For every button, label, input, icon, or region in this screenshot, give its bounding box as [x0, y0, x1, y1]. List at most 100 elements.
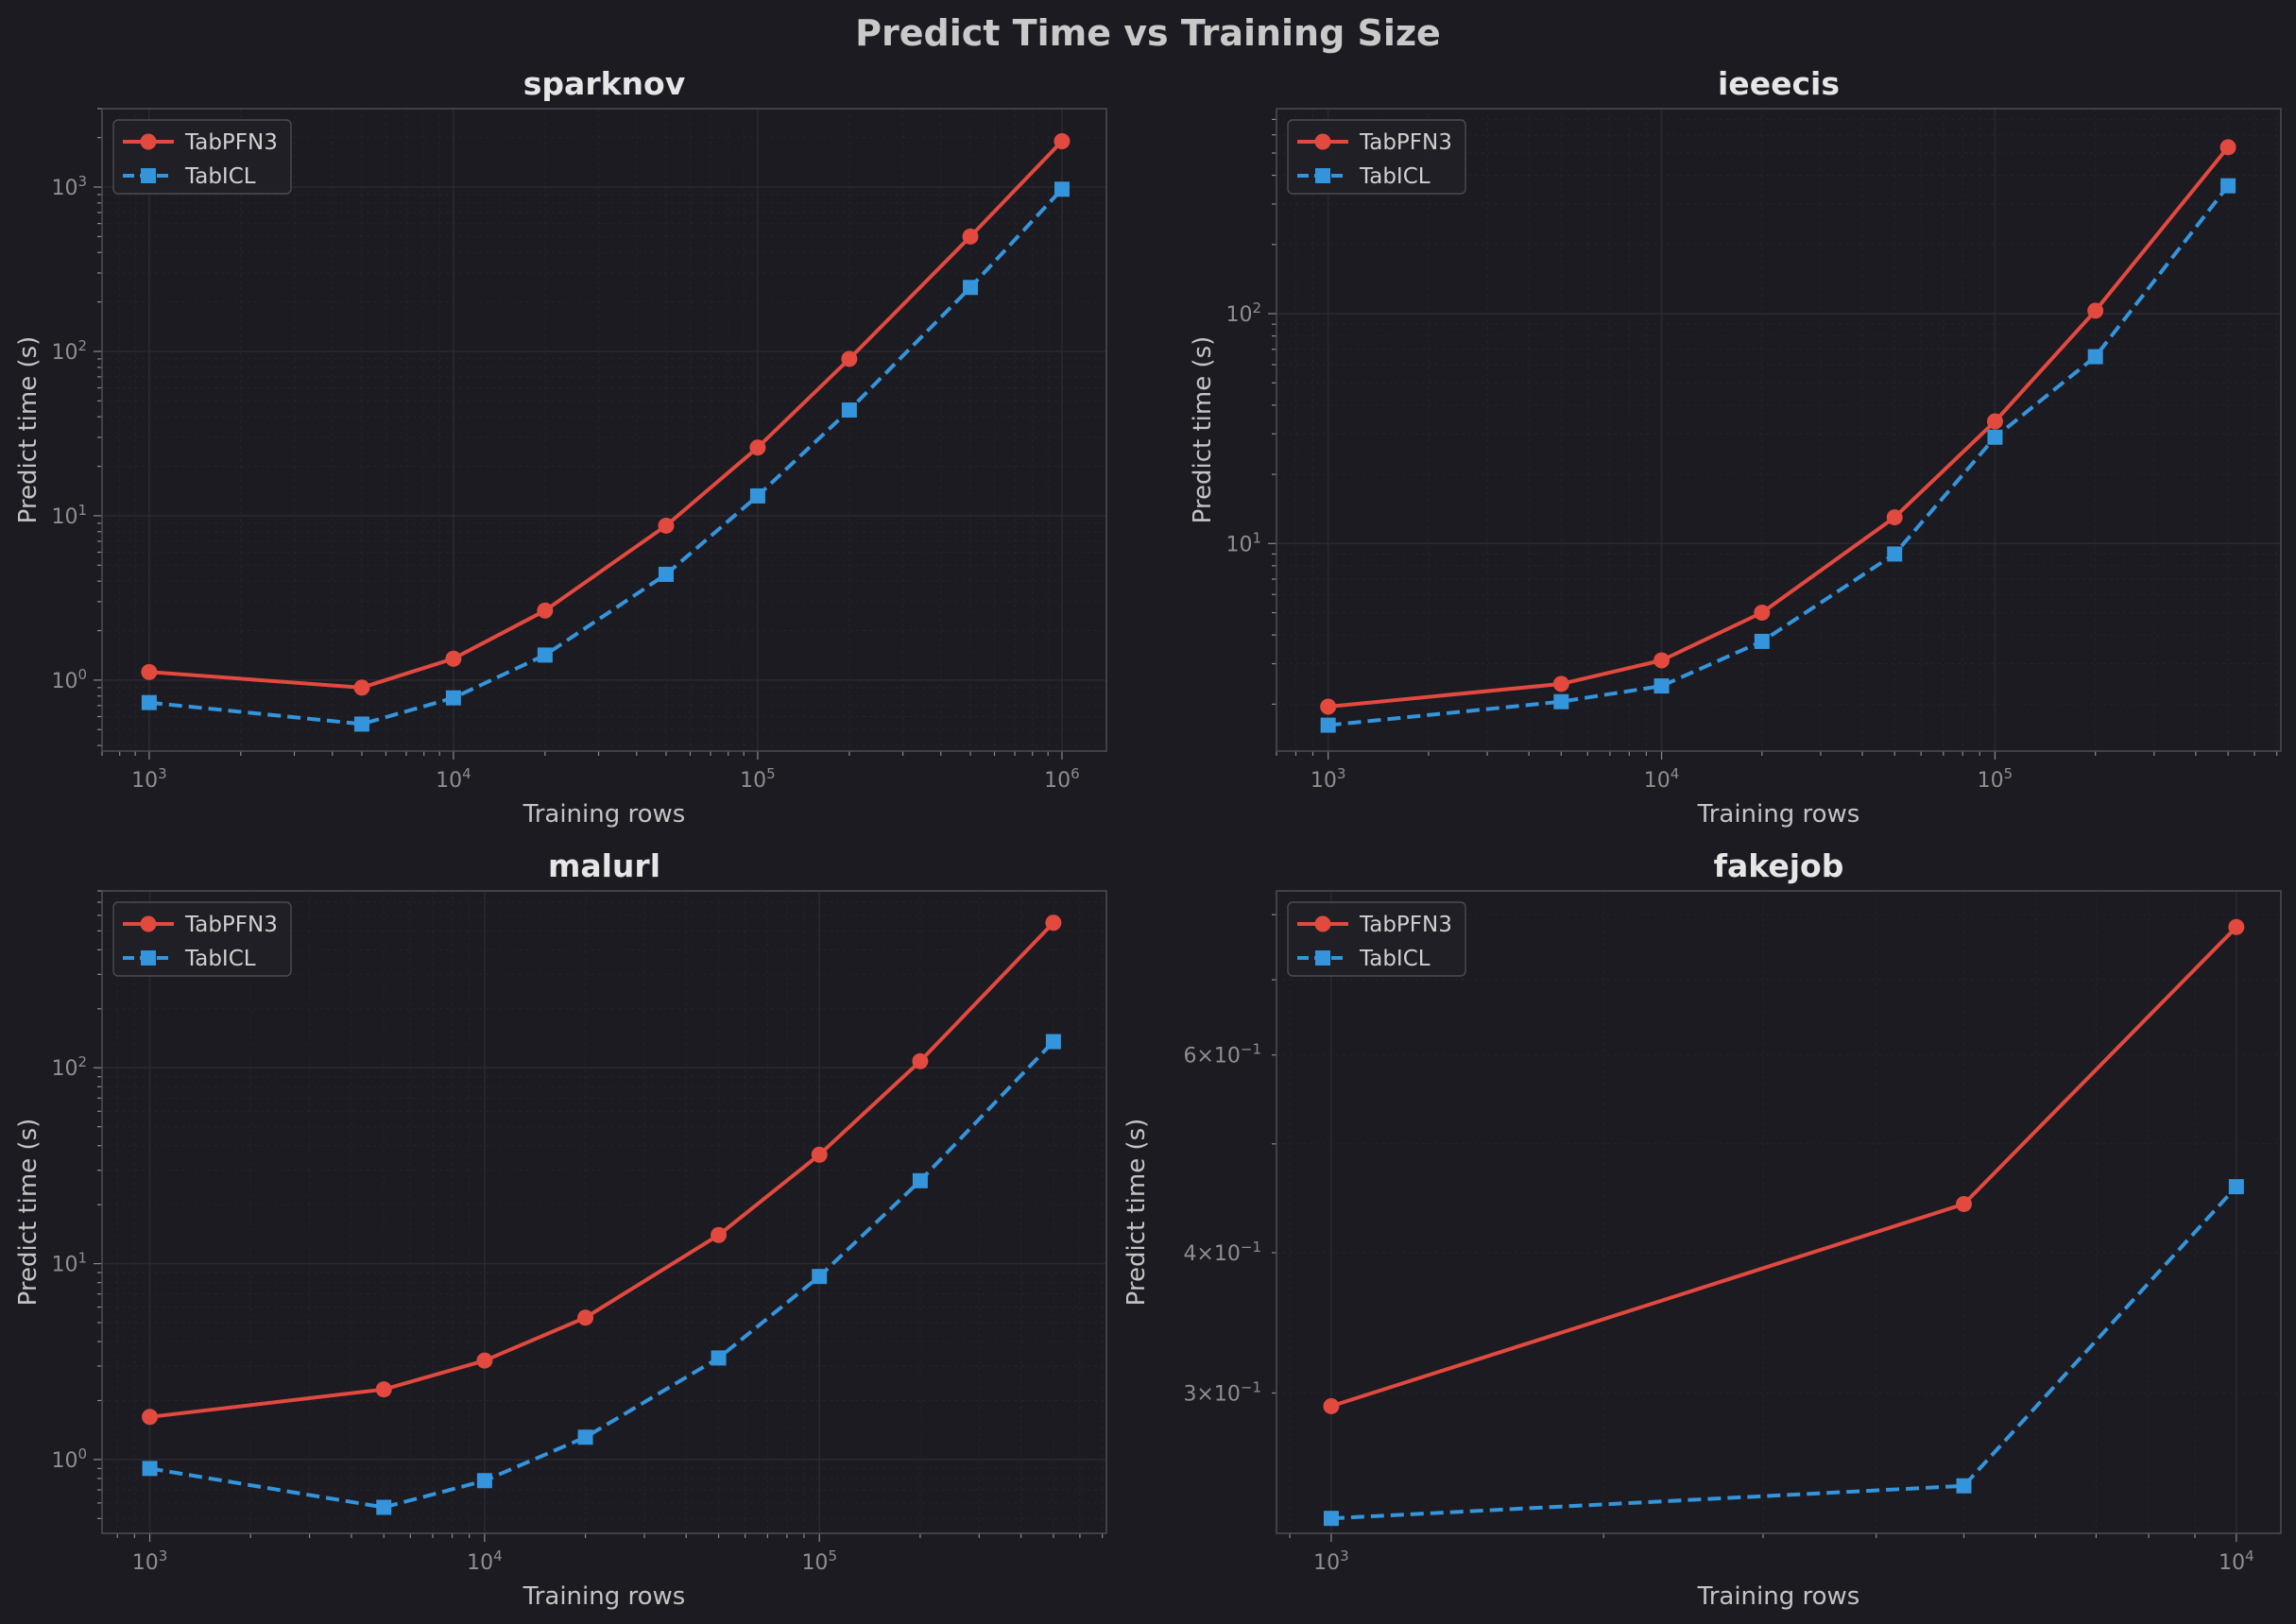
figure-title: Predict Time vs Training Size [855, 12, 1441, 54]
data-point [1653, 652, 1671, 669]
data-point [445, 650, 462, 667]
series-TabICL [142, 1034, 1061, 1515]
data-point [376, 1499, 392, 1515]
y-tick-label: 101 [51, 1250, 87, 1277]
data-point [1045, 1034, 1061, 1050]
data-point [1955, 1195, 1972, 1212]
legend-marker [140, 915, 157, 932]
data-point [841, 402, 857, 418]
data-point [811, 1146, 828, 1163]
data-point [749, 439, 766, 456]
data-point [476, 1473, 492, 1489]
panel-title: malurl [548, 847, 660, 884]
data-point [537, 647, 553, 663]
axes-frame [1276, 108, 2282, 752]
data-point [577, 1429, 593, 1445]
data-point [2228, 1179, 2244, 1195]
chart-fakejob: 103 104 3×10−1 4×10−1 6×10−1 fakejob Training … [1122, 847, 2282, 1611]
y-tick-label: 102 [51, 1053, 87, 1081]
legend: TabPFN3 TabICL [1287, 901, 1466, 977]
data-point [1054, 181, 1070, 197]
series-TabPFN3 [141, 133, 1071, 696]
data-point [841, 350, 858, 368]
data-point [1552, 675, 1569, 692]
chart-sparknov: 103 104 105 106 100 101 102 103 sparknov Training… [14, 65, 1107, 829]
y-tick-label: 102 [51, 337, 87, 365]
x-tick-label: 103 [132, 1547, 168, 1575]
chart-ieeecis: 103 104 105 101 102 ieeecis Training rows Predi… [1189, 65, 2282, 829]
y-tick-label: 103 [51, 173, 87, 200]
x-axis-label: Training rows [1697, 1582, 1860, 1611]
x-tick-label: 106 [1044, 765, 1080, 793]
data-point [537, 602, 554, 619]
series-line [1328, 145, 2230, 709]
data-point [142, 1409, 159, 1426]
axes-frame [101, 108, 1107, 752]
panel-title: sparknov [523, 65, 686, 102]
legend-label: TabICL [184, 947, 256, 971]
series-TabICL [1323, 1179, 2244, 1527]
legend-marker [141, 950, 156, 966]
grid [94, 890, 1106, 1542]
series-line [1328, 184, 2230, 727]
legend-marker [141, 168, 156, 183]
data-point [1887, 546, 1903, 562]
grid [1272, 891, 2281, 1542]
data-point [963, 280, 979, 296]
legend-marker [1314, 915, 1331, 932]
data-point [353, 716, 369, 732]
legend-label: TabPFN3 [1359, 913, 1452, 937]
data-point [912, 1172, 928, 1188]
y-tick-label: 101 [51, 502, 87, 529]
data-point [1553, 693, 1569, 709]
y-tick-label: 102 [1225, 299, 1261, 327]
data-point [711, 1226, 728, 1243]
legend-label: TabICL [1359, 164, 1431, 189]
data-point [577, 1309, 594, 1326]
y-axis-label: Predict time (s) [14, 1119, 43, 1307]
data-point [2219, 139, 2236, 156]
y-tick-label: 100 [51, 1445, 87, 1473]
x-tick-label: 104 [467, 1547, 503, 1575]
legend: TabPFN3 TabICL [112, 901, 292, 977]
x-axis-label: Training rows [523, 800, 686, 829]
plot-area [1277, 891, 2281, 1533]
legend: TabPFN3 TabICL [112, 119, 292, 195]
data-point [141, 663, 158, 680]
data-point [1886, 509, 1903, 526]
x-tick-label: 104 [1644, 765, 1680, 793]
legend-label: TabICL [184, 164, 256, 189]
x-tick-label: 105 [801, 1547, 837, 1575]
series-TabPFN3 [1320, 139, 2236, 715]
data-point [1754, 605, 1771, 622]
data-point [141, 694, 157, 710]
data-point [1986, 413, 2003, 430]
legend-label: TabPFN3 [184, 130, 278, 155]
y-tick-label: 101 [1225, 529, 1261, 556]
data-point [711, 1350, 727, 1366]
data-point [1956, 1478, 1972, 1494]
legend-label: TabPFN3 [1359, 130, 1452, 155]
data-point [1987, 429, 2003, 445]
data-point [2087, 302, 2104, 319]
data-point [1045, 915, 1062, 932]
data-point [912, 1052, 929, 1069]
chart-malurl: 103 104 105 100 101 102 malurl Training rows Pre… [14, 847, 1107, 1611]
y-tick-label: 3×10−1 [1183, 1378, 1261, 1406]
x-axis-label: Training rows [1697, 800, 1860, 829]
x-tick-label: 103 [1311, 765, 1346, 793]
plot-area [1277, 109, 2281, 751]
data-point [2220, 178, 2236, 194]
legend-marker [140, 133, 157, 150]
series-TabPFN3 [142, 915, 1062, 1426]
data-point [812, 1269, 828, 1285]
data-point [445, 690, 461, 706]
x-tick-label: 104 [436, 765, 471, 793]
x-axis-label: Training rows [523, 1582, 686, 1611]
series-TabICL [141, 181, 1070, 732]
y-tick-label: 6×10−1 [1183, 1041, 1261, 1068]
axes-frame [1276, 890, 2282, 1534]
data-point [1054, 133, 1071, 150]
legend-label: TabICL [1359, 947, 1431, 971]
